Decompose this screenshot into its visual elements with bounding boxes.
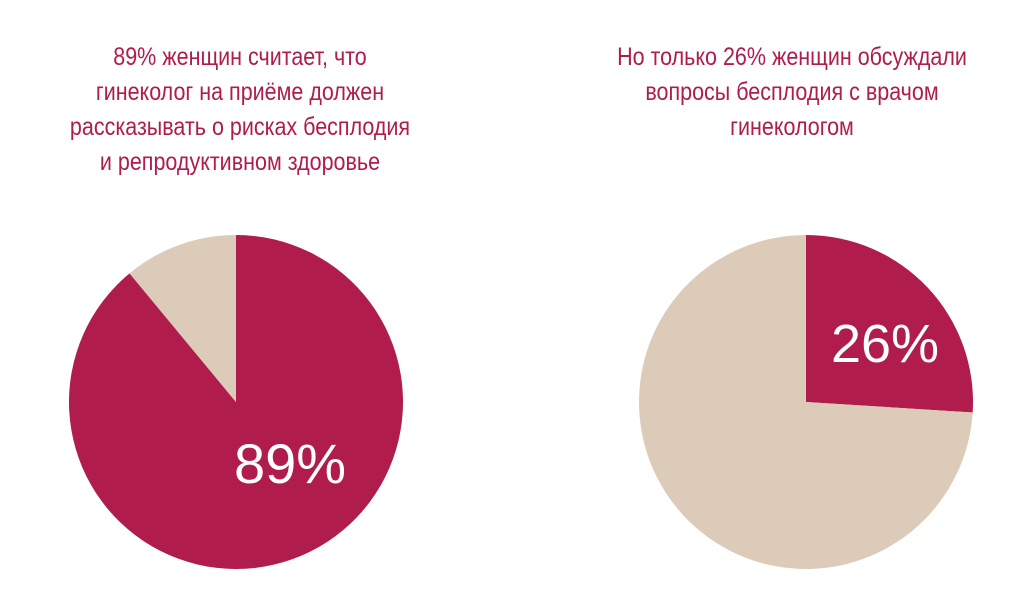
chart-title-line: Но только 26% женщин обсуждали <box>617 43 967 71</box>
chart-title-line: рассказывать о рисках бесплодия <box>69 113 411 141</box>
chart-title-line: вопросы бесплодия с врачом <box>645 78 939 106</box>
chart-title-line: гинекологом <box>730 113 854 141</box>
chart-title-right: Но только 26% женщин обсуждали вопросы б… <box>592 40 991 145</box>
pie-chart-right: 26% <box>638 235 973 569</box>
chart-title-line: гинеколог на приёме должен <box>95 78 385 106</box>
pie-slice <box>638 235 973 569</box>
pie-slice <box>806 235 973 413</box>
pie-slice <box>68 235 403 569</box>
chart-title-left: 89% женщин считает, что гинеколог на при… <box>34 40 447 180</box>
pie-data-label: 26% <box>831 314 939 374</box>
pie-chart-left: 89% <box>68 234 403 569</box>
pie-slice <box>129 234 236 402</box>
chart-panel-left: 89% женщин считает, что гинеколог на при… <box>0 0 480 604</box>
pie-data-label: 89% <box>234 432 346 495</box>
chart-title-line: и репродуктивном здоровье <box>99 148 381 176</box>
chart-panel-right: Но только 26% женщин обсуждали вопросы б… <box>560 0 1024 604</box>
chart-title-line: 89% женщин считает, что <box>113 43 367 71</box>
